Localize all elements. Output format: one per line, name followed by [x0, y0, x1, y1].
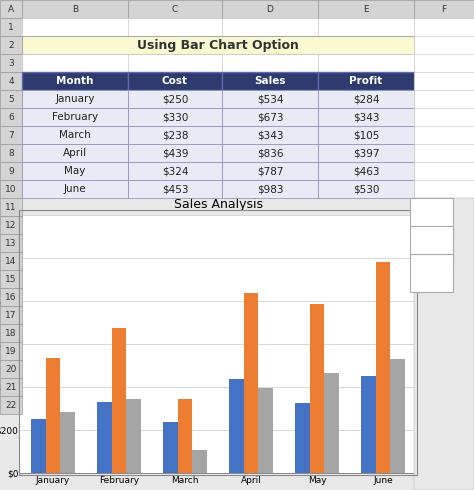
Text: 19: 19	[5, 346, 17, 356]
Text: 3: 3	[8, 58, 14, 68]
Text: 5: 5	[8, 95, 14, 103]
Text: 22: 22	[5, 400, 17, 410]
Bar	[60, 412, 75, 473]
Text: 9: 9	[8, 167, 14, 175]
Text: $463: $463	[353, 166, 379, 176]
Text: 18: 18	[5, 328, 17, 338]
Text: D: D	[266, 4, 273, 14]
Bar	[112, 328, 126, 473]
Text: Using Bar Chart Option: Using Bar Chart Option	[137, 39, 299, 51]
Text: 16: 16	[5, 293, 17, 301]
Text: $836: $836	[257, 148, 283, 158]
Bar	[324, 373, 339, 473]
Text: 4: 4	[8, 76, 14, 85]
Bar	[229, 379, 244, 473]
Text: 12: 12	[5, 220, 17, 229]
Text: $534: $534	[257, 94, 283, 104]
Text: $343: $343	[353, 112, 379, 122]
Text: $238: $238	[162, 130, 188, 140]
Title: Sales Analysis: Sales Analysis	[173, 198, 263, 211]
Text: 1: 1	[8, 23, 14, 31]
Text: 11: 11	[5, 202, 17, 212]
Text: 8: 8	[8, 148, 14, 157]
Text: $330: $330	[162, 112, 188, 122]
Bar	[31, 419, 46, 473]
Text: 20: 20	[5, 365, 17, 373]
Text: 21: 21	[5, 383, 17, 392]
Text: 14: 14	[5, 256, 17, 266]
Text: March: March	[59, 130, 91, 140]
Bar	[310, 304, 324, 473]
Text: $453: $453	[162, 184, 188, 194]
Bar	[390, 359, 405, 473]
Text: June: June	[64, 184, 86, 194]
Text: E: E	[363, 4, 369, 14]
Text: Month: Month	[56, 76, 94, 86]
Text: $343: $343	[257, 130, 283, 140]
Text: $324: $324	[162, 166, 188, 176]
Text: Cost: Cost	[162, 76, 188, 86]
Text: 10: 10	[5, 185, 17, 194]
Bar	[295, 403, 310, 473]
Text: April: April	[63, 148, 87, 158]
Bar	[126, 399, 141, 473]
Text: C: C	[172, 4, 178, 14]
Bar	[258, 388, 273, 473]
Bar	[192, 450, 207, 473]
Bar	[97, 402, 112, 473]
Text: 7: 7	[8, 130, 14, 140]
Text: $983: $983	[257, 184, 283, 194]
Text: 2: 2	[8, 41, 14, 49]
Text: $530: $530	[353, 184, 379, 194]
Text: A: A	[8, 4, 14, 14]
Text: 15: 15	[5, 274, 17, 284]
Text: F: F	[441, 4, 447, 14]
Text: 13: 13	[5, 239, 17, 247]
Text: $787: $787	[257, 166, 283, 176]
Bar	[46, 358, 60, 473]
Bar	[361, 375, 376, 473]
Text: Profit: Profit	[349, 76, 383, 86]
Text: 6: 6	[8, 113, 14, 122]
Text: $105: $105	[353, 130, 379, 140]
Text: May: May	[64, 166, 86, 176]
Text: $673: $673	[257, 112, 283, 122]
Text: $250: $250	[162, 94, 188, 104]
Bar	[244, 294, 258, 473]
Bar	[163, 422, 178, 473]
Text: $284: $284	[353, 94, 379, 104]
Bar	[178, 399, 192, 473]
Bar	[376, 262, 390, 473]
Text: January: January	[55, 94, 95, 104]
Text: Sales: Sales	[254, 76, 286, 86]
Text: 17: 17	[5, 311, 17, 319]
Text: B: B	[72, 4, 78, 14]
Text: February: February	[52, 112, 98, 122]
Text: $439: $439	[162, 148, 188, 158]
Text: $397: $397	[353, 148, 379, 158]
